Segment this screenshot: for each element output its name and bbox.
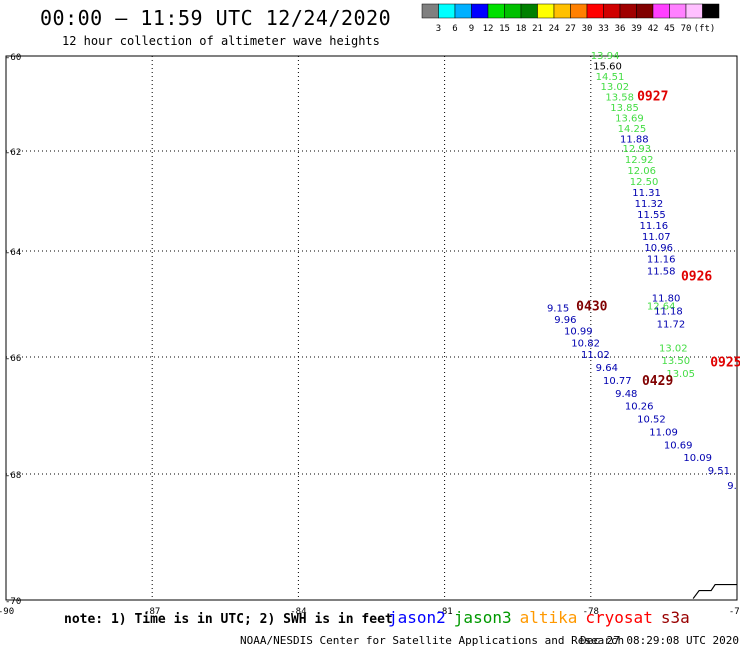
wave-height-value: 11.32 — [635, 199, 664, 210]
wave-height-value: 11.88 — [620, 134, 649, 145]
legend-label: 3 — [436, 24, 441, 34]
lat-tick-label: -62 — [5, 148, 21, 158]
wave-height-value: 11.80 — [652, 293, 681, 304]
legend-label: 33 — [598, 24, 609, 34]
wave-height-value: 14.25 — [618, 124, 647, 135]
wave-height-value: 12.50 — [630, 177, 659, 188]
wave-height-value: 10.99 — [564, 327, 593, 338]
lat-tick-label: -66 — [5, 354, 21, 364]
wave-height-value: 9. — [727, 481, 737, 492]
wave-height-value: 9.51 — [708, 466, 730, 477]
legend-unit: (ft) — [694, 24, 716, 34]
wave-height-value: 11.02 — [581, 350, 610, 361]
wave-height-value: 11.58 — [647, 266, 676, 277]
legend-label: 27 — [565, 24, 576, 34]
legend-label: 70 — [681, 24, 692, 34]
lon-tick-label: -81 — [436, 607, 452, 617]
wave-height-value: 10.52 — [637, 415, 666, 426]
wave-height-value: 11.07 — [642, 232, 671, 243]
legend-label: 18 — [516, 24, 527, 34]
lon-tick-label: -78 — [583, 607, 599, 617]
wave-height-value: 12.92 — [625, 155, 654, 166]
wave-height-value: 15.60 — [593, 61, 622, 72]
wave-height-value: 13.85 — [610, 103, 639, 114]
legend-label: 42 — [648, 24, 659, 34]
wave-height-value: 11.72 — [657, 319, 686, 330]
wave-height-value: 11.09 — [649, 427, 678, 438]
satellite-jason3: jason3 — [453, 608, 512, 627]
generated-timestamp: Dec 27 08:29:08 UTC 2020 — [580, 634, 739, 647]
wave-height-value: 14.51 — [596, 72, 625, 83]
wave-height-value: 13.05 — [666, 369, 695, 380]
satellite-altika: altika — [519, 608, 578, 627]
wave-height-value: 13.58 — [605, 93, 634, 104]
lon-tick-label: -75 — [729, 607, 740, 617]
wave-height-value: 9.15 — [547, 303, 569, 314]
legend-label: 12 — [483, 24, 494, 34]
wave-height-value: 10.77 — [603, 376, 632, 387]
wave-height-value: 13.50 — [661, 356, 690, 367]
legend-label: 6 — [452, 24, 457, 34]
wave-height-value: 9.48 — [615, 389, 637, 400]
wave-height-value: 13.94 — [591, 51, 620, 62]
satellite-jason2: jason2 — [388, 608, 446, 627]
wave-height-value: 11.16 — [647, 255, 676, 266]
color-legend: 3 6 9 12 15 18 21 24 27 30 33 36 39 42 45 70 (ft) — [421, 3, 720, 34]
lat-tick-label: -64 — [5, 248, 21, 258]
wave-height-value: 12.93 — [622, 144, 651, 155]
wave-height-value: 9.96 — [554, 315, 576, 326]
wave-height-value: 13.02 — [601, 82, 630, 93]
map-title: 00:00 – 11:59 UTC 12/24/2020 — [40, 6, 392, 30]
satellite-legend: jason2 jason3 altika cryosat s3a — [388, 608, 698, 627]
pass-time-label: 0927 — [637, 90, 668, 105]
pass-time-label: 0429 — [642, 374, 673, 389]
lon-tick-label: -90 — [0, 607, 14, 617]
lat-tick-label: -70 — [5, 597, 21, 607]
legend-swatch — [702, 3, 720, 19]
lat-tick-label: -60 — [5, 53, 21, 63]
lon-tick-label: -84 — [290, 607, 306, 617]
pass-time-label: 0926 — [681, 270, 712, 285]
wave-height-value: 10.09 — [683, 453, 712, 464]
legend-label: 15 — [499, 24, 510, 34]
wave-height-value: 12.06 — [627, 166, 656, 177]
wave-height-value: 13.69 — [615, 114, 644, 125]
wave-height-value: 10.69 — [664, 440, 693, 451]
wave-height-value: 13.02 — [659, 344, 688, 355]
pass-time-label: 0430 — [576, 299, 607, 314]
coastline — [692, 583, 737, 599]
wave-height-value: 9.64 — [596, 363, 618, 374]
pass-time-label: 0925 — [710, 355, 740, 370]
map-frame — [5, 55, 738, 601]
legend-label: 45 — [664, 24, 675, 34]
wave-height-value: 11.18 — [654, 307, 683, 318]
wave-height-value: 11.55 — [637, 210, 666, 221]
satellite-s3a: s3a — [660, 608, 690, 627]
footer-note: note: 1) Time is in UTC; 2) SWH is in fe… — [64, 612, 393, 627]
wave-height-value: 11.31 — [632, 188, 661, 199]
map-subtitle: 12 hour collection of altimeter wave hei… — [62, 34, 380, 48]
legend-label: 36 — [615, 24, 626, 34]
wave-height-value: 12.64 — [647, 301, 676, 312]
legend-label: 30 — [582, 24, 593, 34]
wave-height-value: 10.26 — [625, 402, 654, 413]
lat-tick-label: -68 — [5, 471, 21, 481]
wave-height-value: 10.82 — [571, 338, 600, 349]
legend-label: 24 — [549, 24, 560, 34]
lon-tick-label: -87 — [144, 607, 160, 617]
legend-label: 39 — [631, 24, 642, 34]
wave-height-value: 11.16 — [640, 221, 669, 232]
legend-label: 21 — [532, 24, 543, 34]
credit-text: NOAA/NESDIS Center for Satellite Applica… — [240, 634, 625, 647]
satellite-cryosat: cryosat — [585, 608, 653, 627]
legend-label: 9 — [469, 24, 474, 34]
wave-height-value: 10.96 — [644, 243, 673, 254]
